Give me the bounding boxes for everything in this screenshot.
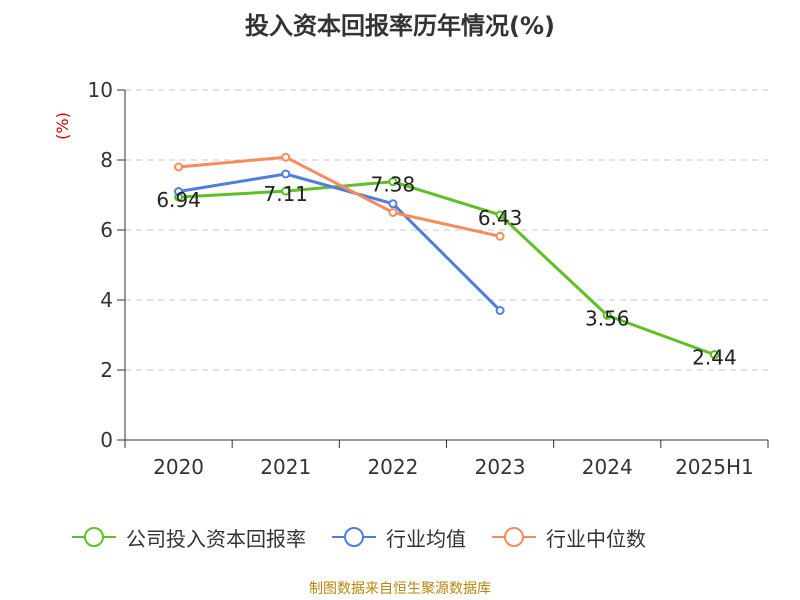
legend-item-3[interactable]: 行业中位数 — [490, 523, 646, 552]
legend-label: 公司投入资本回报率 — [126, 526, 306, 551]
data-point — [281, 169, 291, 179]
x-tick-label: 2020 — [153, 455, 204, 479]
grid-lines — [125, 89, 768, 371]
data-point — [495, 210, 505, 220]
data-point — [388, 208, 398, 217]
series-line — [178, 180, 715, 357]
legend-label: 行业均值 — [386, 526, 466, 551]
data-point — [281, 186, 291, 196]
series-line — [178, 155, 501, 238]
legend-swatch-icon — [72, 527, 116, 547]
data-label: 7.38 — [371, 173, 416, 197]
series-line — [178, 172, 502, 312]
data-point — [174, 187, 184, 196]
x-tick-label: 2024 — [582, 455, 633, 479]
axes: 0 2 4 6 8 10 2020 2021 2022 2023 2024 2025H1 — [88, 78, 769, 479]
y-axis-unit-label: (%) — [53, 112, 72, 140]
data-point — [709, 350, 719, 360]
data-point — [388, 177, 398, 187]
legend-item-2[interactable]: 行业均值 — [330, 523, 466, 552]
data-label: 3.56 — [585, 306, 630, 330]
x-tick-label: 2021 — [260, 455, 311, 479]
x-tick-label: 2022 — [367, 455, 418, 479]
x-tick-label: 2023 — [475, 455, 526, 479]
y-tick-label: 0 — [100, 428, 113, 452]
y-tick-label: 8 — [100, 148, 113, 172]
series-1 — [174, 177, 719, 360]
y-tick-label: 4 — [100, 288, 113, 312]
y-tick-label: 10 — [88, 78, 113, 102]
source-note: 制图数据来自恒生聚源数据库 — [309, 581, 491, 597]
data-point — [281, 152, 291, 162]
data-point — [602, 310, 612, 320]
legend-swatch-icon — [492, 527, 536, 547]
data-point — [174, 162, 184, 172]
chart-title: 投入资本回报率历年情况(%) — [245, 12, 555, 40]
data-labels: 6.94 7.11 7.38 6.43 3.56 2.44 — [156, 173, 736, 370]
y-tick-label: 6 — [100, 218, 113, 242]
legend-label: 行业中位数 — [546, 526, 646, 551]
data-label: 6.43 — [478, 206, 523, 230]
data-point — [388, 199, 398, 209]
data-label: 7.11 — [263, 182, 308, 206]
data-label: 2.44 — [692, 346, 737, 370]
series-lines — [174, 152, 719, 360]
series-3 — [174, 152, 505, 241]
chart-legend: 公司投入资本回报率 行业均值 行业中位数 — [70, 520, 670, 554]
data-point — [495, 231, 505, 241]
legend-item-1[interactable]: 公司投入资本回报率 — [70, 523, 306, 552]
series-2 — [174, 169, 505, 315]
y-tick-label: 2 — [100, 358, 113, 382]
data-point — [495, 306, 505, 315]
legend-swatch-icon — [332, 527, 376, 547]
x-tick-label: 2025H1 — [675, 455, 754, 479]
data-label: 6.94 — [156, 188, 201, 212]
